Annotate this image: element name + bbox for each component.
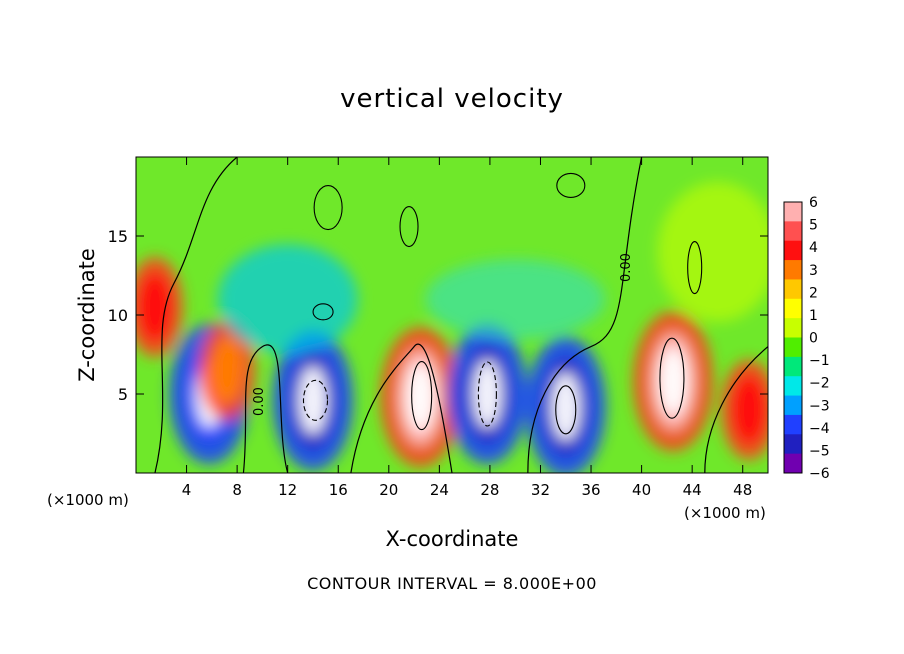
contour-oval-1 [477, 361, 497, 427]
y-axis-ticks: 5 10 15 [108, 227, 768, 404]
x-tick-label: 28 [480, 481, 499, 499]
colorbar-tick-label: 4 [809, 240, 818, 256]
velocity-cell-core-7 [659, 347, 688, 416]
x-tick-label: 40 [632, 481, 651, 499]
colorbar-tick-label: 2 [809, 285, 818, 301]
colorbar-swatch [784, 434, 802, 455]
x-tick-label: 44 [683, 481, 702, 499]
colorbar-frame [783, 201, 803, 474]
y-axis-label: Z-coordinate [75, 248, 99, 382]
x-unit-left: (×1000 m) [47, 491, 129, 509]
contour-oval-6 [399, 205, 419, 248]
contour-line-2 [350, 343, 453, 473]
colorbar-tick-label: −3 [809, 398, 830, 414]
contour-oval-8 [687, 241, 703, 295]
velocity-field [136, 181, 768, 473]
contour-interval-note: CONTOUR INTERVAL = 8.000E+00 [307, 574, 597, 593]
colorbar-tick-label: −2 [809, 376, 830, 392]
contour-oval-2 [659, 337, 685, 419]
upper-cool-band [217, 244, 358, 355]
velocity-cell-core-4 [406, 363, 435, 432]
colorbar-tick-label: −6 [809, 466, 830, 482]
y-tick-label: 15 [108, 227, 128, 246]
plot-area [136, 157, 768, 473]
velocity-cell-0 [138, 273, 171, 342]
colorbar-swatch [784, 221, 802, 242]
colorbar-swatch [784, 414, 802, 435]
colorbar-swatch [784, 395, 802, 416]
colorbar-swatch [784, 337, 802, 358]
contour-label-2: 0.00 [619, 253, 634, 282]
x-unit-right: (×1000 m) [684, 504, 766, 522]
contour-line-1 [242, 344, 289, 473]
colorbar-tick-label: 3 [809, 263, 818, 279]
x-axis-ticks: 4 8 12 16 20 24 28 32 36 40 44 48 [182, 157, 752, 499]
colorbar-swatch [784, 376, 802, 397]
velocity-cell-core-6 [551, 372, 580, 441]
colorbar-tick-label: −4 [809, 421, 830, 437]
colorbar-swatch [784, 279, 802, 300]
contour-oval-9 [312, 303, 334, 321]
colorbar-swatch [784, 298, 802, 319]
contour-oval-5 [313, 185, 343, 231]
x-tick-label: 8 [232, 481, 242, 499]
colorbar-tick-label: −1 [809, 353, 830, 369]
colorbar-tick-label: 1 [809, 308, 818, 324]
colorbar: 6 5 4 3 2 1 0 −1 −2 −3 −4 −5 −6 [783, 195, 830, 482]
colorbar-tick-label: 0 [809, 331, 818, 347]
velocity-cell-core-5 [473, 360, 502, 428]
colorbar-tick-label: −5 [809, 443, 830, 459]
x-tick-label: 36 [581, 481, 600, 499]
x-tick-label: 12 [278, 481, 297, 499]
colorbar-swatch [784, 260, 802, 280]
contour-oval-3 [302, 379, 329, 421]
x-tick-label: 4 [182, 481, 192, 499]
contour-line-4 [704, 346, 768, 473]
colorbar-swatch [784, 240, 802, 261]
colorbar-tick-label: 5 [809, 218, 818, 234]
contour-oval-4 [555, 385, 577, 435]
y-tick-label: 10 [108, 306, 128, 325]
contour-oval-0 [411, 361, 433, 431]
x-axis-label: X-coordinate [386, 527, 519, 551]
chart-title: vertical velocity [340, 84, 564, 114]
colorbar-tick-label: 6 [809, 195, 818, 211]
colorbar-swatch [784, 202, 802, 222]
colorbar-swatch [784, 453, 802, 474]
x-tick-label: 20 [379, 481, 398, 499]
x-tick-label: 24 [430, 481, 449, 499]
contour-line-0 [154, 157, 238, 473]
y-tick-label: 5 [118, 385, 128, 404]
velocity-cell-8 [733, 375, 766, 444]
contour-line-3 [527, 157, 643, 473]
x-tick-label: 16 [329, 481, 348, 499]
contour-label-1: 0.00 [252, 387, 267, 416]
colorbar-swatch [784, 356, 802, 377]
velocity-cell-core-3 [298, 366, 327, 435]
zero-contours [154, 157, 768, 473]
contour-oval-7 [556, 172, 586, 198]
x-tick-label: 32 [531, 481, 550, 499]
x-tick-label: 48 [733, 481, 752, 499]
colorbar-swatch [784, 318, 802, 338]
upper-warm-band [657, 181, 768, 322]
velocity-cell-2 [211, 336, 244, 405]
upper-cool-band-2 [425, 259, 606, 340]
